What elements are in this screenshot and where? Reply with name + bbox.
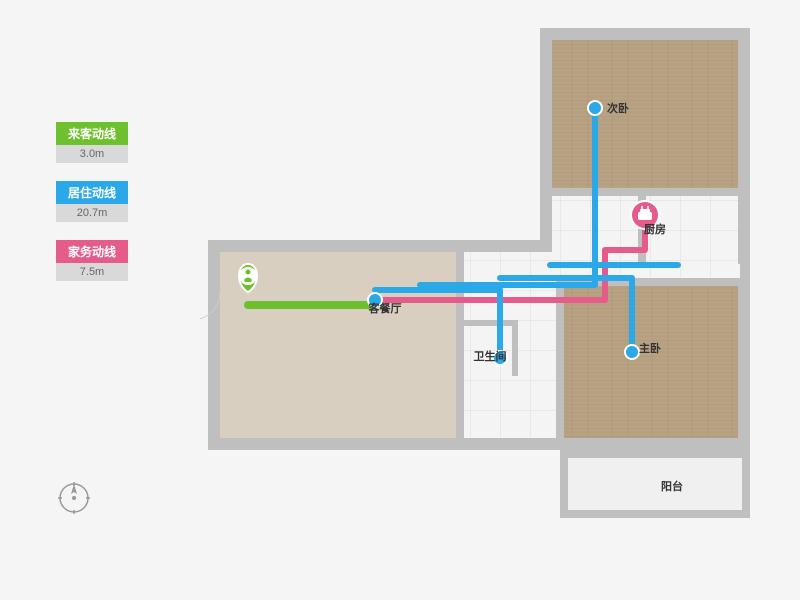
compass-icon <box>56 480 92 521</box>
floor-balcony <box>568 458 742 510</box>
label-kitchen: 厨房 <box>644 222 666 236</box>
floor-master-bedroom <box>562 282 738 438</box>
legend: 来客动线 3.0m 居住动线 20.7m 家务动线 7.5m <box>56 122 128 299</box>
legend-item-guest: 来客动线 3.0m <box>56 122 128 163</box>
floor-secondary-bedroom <box>552 40 738 190</box>
legend-value: 7.5m <box>56 263 128 281</box>
legend-title: 来客动线 <box>56 122 128 145</box>
legend-title: 家务动线 <box>56 240 128 263</box>
legend-value: 3.0m <box>56 145 128 163</box>
legend-item-housework: 家务动线 7.5m <box>56 240 128 281</box>
label-balcony: 阳台 <box>661 479 683 493</box>
legend-item-living: 居住动线 20.7m <box>56 181 128 222</box>
label-living: 客餐厅 <box>368 301 402 315</box>
label-master-bedroom: 主卧 <box>639 341 661 355</box>
legend-title: 居住动线 <box>56 181 128 204</box>
label-secondary-bedroom: 次卧 <box>607 101 629 115</box>
legend-value: 20.7m <box>56 204 128 222</box>
label-bathroom: 卫生间 <box>474 349 507 363</box>
floorplan: 次卧 厨房 客餐厅 卫生间 主卧 阳台 <box>200 20 780 585</box>
